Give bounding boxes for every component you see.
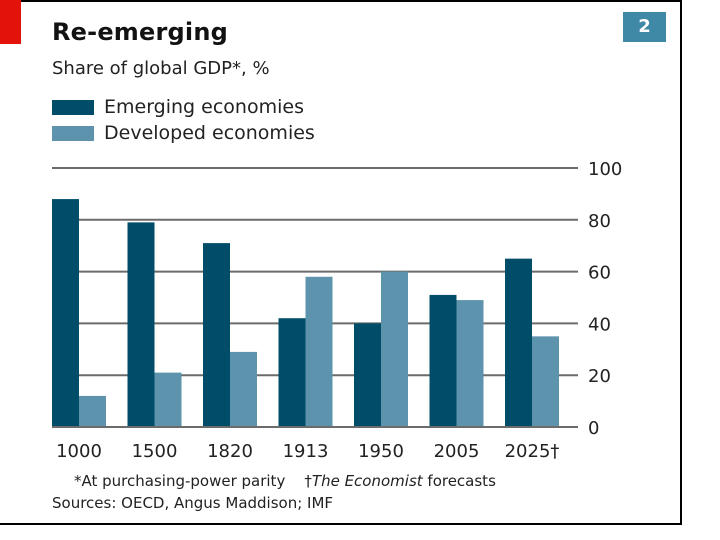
bar-emerging xyxy=(52,199,79,427)
x-tick-label: 1913 xyxy=(283,441,329,462)
y-tick-label: 100 xyxy=(588,159,622,180)
bar-developed xyxy=(154,372,182,427)
bar-emerging xyxy=(354,323,381,427)
footnote-dagger-mark: † xyxy=(304,472,312,490)
bar-developed xyxy=(381,271,408,427)
footnote-forecasts: forecasts xyxy=(422,472,496,490)
footnote: *At purchasing-power parity †The Economi… xyxy=(74,472,496,490)
bar-developed xyxy=(305,276,333,427)
legend-label-emerging: Emerging economies xyxy=(104,96,304,118)
legend-swatch-emerging xyxy=(52,99,94,115)
x-tick-label: 2005 xyxy=(434,441,480,462)
bar-emerging xyxy=(203,243,230,427)
chart-title: Re-emerging xyxy=(52,18,228,46)
legend-item-developed: Developed economies xyxy=(52,122,315,144)
y-tick-label: 40 xyxy=(588,314,611,335)
x-tick-label: 2025† xyxy=(505,441,560,462)
x-tick-label: 1950 xyxy=(358,441,404,462)
x-tick-label: 1820 xyxy=(207,441,253,462)
brand-red-tab xyxy=(0,0,21,44)
bar-developed xyxy=(456,300,484,427)
y-tick-label: 80 xyxy=(588,211,611,232)
bar-emerging xyxy=(429,294,457,427)
bar-emerging xyxy=(127,222,155,427)
y-tick-label: 0 xyxy=(588,418,599,439)
sources-note: Sources: OECD, Angus Maddison; IMF xyxy=(52,494,334,512)
bar-emerging xyxy=(278,318,306,427)
bar-developed xyxy=(230,351,257,427)
x-tick-label: 1000 xyxy=(56,441,102,462)
bar-developed xyxy=(79,395,106,427)
footnote-publication: The Economist xyxy=(311,472,423,490)
y-tick-label: 60 xyxy=(588,263,611,284)
bar-emerging xyxy=(505,258,532,427)
bar-developed xyxy=(532,336,559,427)
legend-swatch-developed xyxy=(52,125,94,141)
y-tick-label: 20 xyxy=(588,366,611,387)
chart-frame xyxy=(0,0,682,525)
footnote-ppp: *At purchasing-power parity xyxy=(74,472,286,490)
x-tick-label: 1500 xyxy=(132,441,178,462)
chart-number-badge: 2 xyxy=(623,12,666,42)
legend-item-emerging: Emerging economies xyxy=(52,96,304,118)
chart-subtitle: Share of global GDP*, % xyxy=(52,58,270,79)
legend-label-developed: Developed economies xyxy=(104,122,315,144)
